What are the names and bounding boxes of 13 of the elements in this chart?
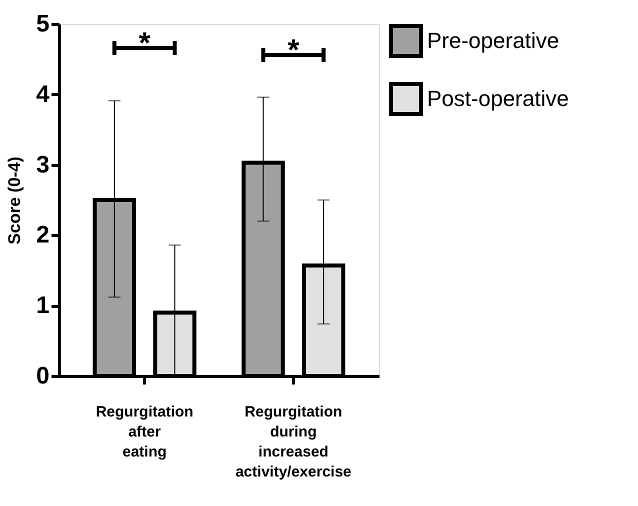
y-tick-label: 5 [36, 10, 50, 38]
x-tick-label: Regurgitation after eating [96, 404, 194, 460]
annotation: * [288, 34, 300, 67]
y-tick-label: 0 [36, 362, 50, 390]
y-tick-label: 2 [36, 222, 50, 249]
legend-label: Pre-operative [427, 28, 560, 53]
y-tick-label: 1 [36, 292, 50, 320]
annotation: * [138, 27, 151, 60]
y-tick-label: 3 [36, 151, 50, 178]
y-axis-title: Score (0-4) [5, 156, 24, 244]
x-tick-label: Regurgitation during increased activity/exercise [235, 404, 352, 480]
legend-label: Post-operative [427, 86, 569, 111]
y-tick-label: 4 [36, 80, 50, 108]
